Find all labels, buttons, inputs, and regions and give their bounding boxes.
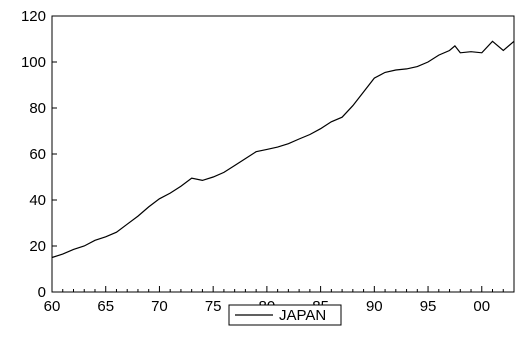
x-tick-label: 70 bbox=[151, 298, 168, 315]
y-tick-label: 80 bbox=[29, 100, 46, 117]
y-tick-label: 100 bbox=[21, 54, 46, 71]
y-tick-label: 0 bbox=[38, 284, 46, 301]
y-axis: 0 20 40 60 80 100 120 bbox=[21, 8, 57, 301]
x-tick-label: 95 bbox=[420, 298, 437, 315]
x-tick-label: 90 bbox=[366, 298, 383, 315]
legend-box bbox=[228, 304, 342, 326]
y-tick-label: 20 bbox=[29, 238, 46, 255]
x-tick-label: 75 bbox=[205, 298, 222, 315]
legend: JAPAN bbox=[228, 304, 342, 326]
x-tick-label: 60 bbox=[44, 298, 61, 315]
plot-frame bbox=[51, 15, 515, 293]
x-tick-label: 65 bbox=[97, 298, 114, 315]
y-tick-label: 60 bbox=[29, 146, 46, 163]
japan-series-line bbox=[51, 40, 515, 259]
legend-label-japan: JAPAN bbox=[279, 307, 326, 324]
y-tick-label: 120 bbox=[21, 8, 46, 25]
y-tick-label: 40 bbox=[29, 192, 46, 209]
x-tick-label: 00 bbox=[473, 298, 490, 315]
